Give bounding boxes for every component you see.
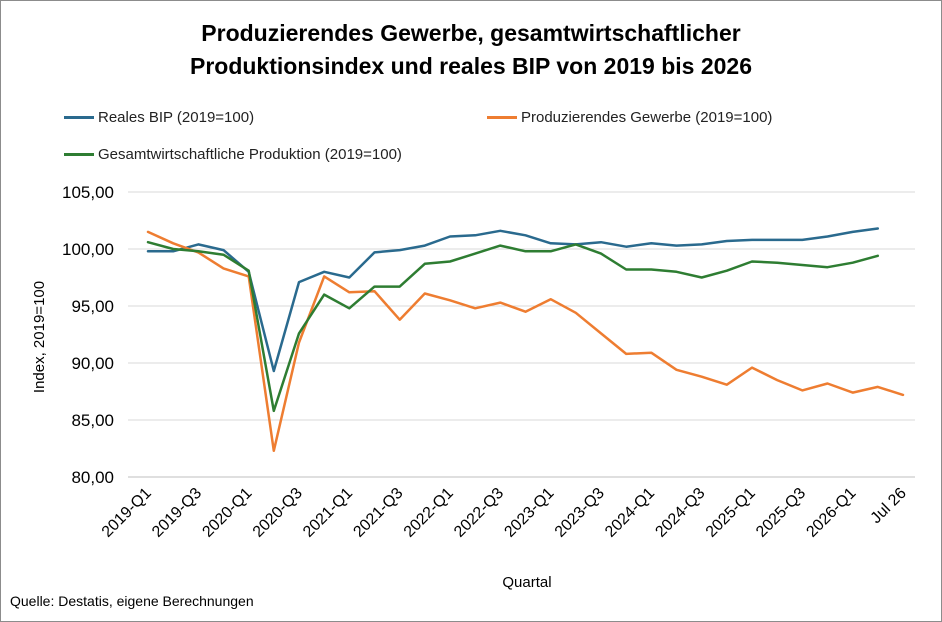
x-tick-label: 2019-Q3 [149, 485, 205, 541]
x-tick-label: 2026-Q1 [803, 485, 859, 541]
x-tick-label: 2025-Q3 [753, 485, 809, 541]
x-tick-label: 2021-Q3 [350, 485, 406, 541]
legend-swatch-bip [64, 115, 94, 119]
x-tick-label: 2021-Q1 [300, 485, 356, 541]
y-tick-label: 100,00 [62, 240, 114, 259]
legend-label-gewerbe: Produzierendes Gewerbe (2019=100) [521, 108, 773, 126]
y-tick-label: 90,00 [71, 354, 114, 373]
legend-label-bip: Reales BIP (2019=100) [98, 108, 255, 126]
legend-swatch-gewerbe [487, 115, 517, 119]
y-tick-label: 80,00 [71, 468, 114, 487]
series-line-gewerbe [146, 230, 905, 453]
x-tick-label: 2023-Q1 [501, 485, 557, 541]
x-tick-label: 2020-Q1 [199, 485, 255, 541]
x-tick-label: 2019-Q1 [99, 485, 155, 541]
x-tick-label: 2025-Q1 [703, 485, 759, 541]
x-tick-label: 2022-Q1 [401, 485, 457, 541]
series-line-gesamt [146, 240, 880, 413]
x-axis-label: Quartal [502, 574, 551, 591]
legend-swatch-gesamt [64, 152, 94, 156]
series-line-bip [146, 227, 880, 373]
chart-title-line-1: Produzierendes Gewerbe, gesamtwirtschaft… [201, 20, 741, 46]
x-tick-label: 2022-Q3 [451, 485, 507, 541]
legend-label-gesamt: Gesamtwirtschaftliche Produktion (2019=1… [98, 145, 402, 163]
x-tick-label: 2020-Q3 [250, 485, 306, 541]
x-tick-label: Jul 26 [868, 485, 910, 527]
legend-item-bip: Reales BIP (2019=100) [64, 107, 254, 127]
y-axis-label: Index, 2019=100 [31, 281, 48, 393]
y-tick-label: 85,00 [71, 411, 114, 430]
legend-item-gewerbe: Produzierendes Gewerbe (2019=100) [487, 107, 772, 127]
legend-item-gesamt: Gesamtwirtschaftliche Produktion (2019=1… [64, 144, 402, 164]
y-tick-label: 105,00 [62, 183, 114, 202]
x-tick-label: 2024-Q3 [652, 485, 708, 541]
y-tick-label: 95,00 [71, 297, 114, 316]
x-tick-label: 2024-Q1 [602, 485, 658, 541]
source-note: Quelle: Destatis, eigene Berechnungen [10, 593, 254, 609]
chart-title-line-2: Produktionsindex und reales BIP von 2019… [189, 53, 752, 79]
x-tick-label: 2023-Q3 [552, 485, 608, 541]
